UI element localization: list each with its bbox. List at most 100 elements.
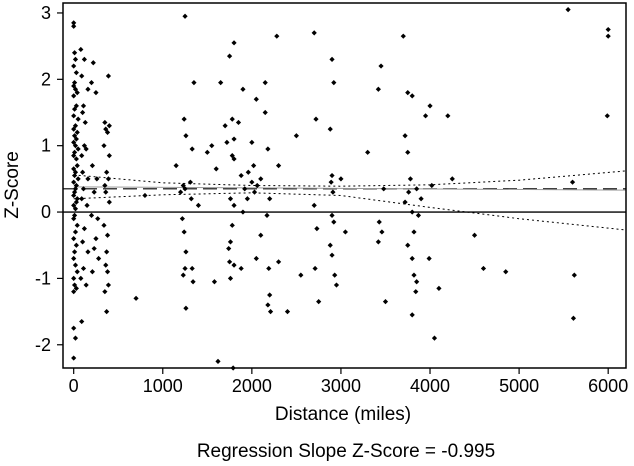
data-point <box>71 249 78 255</box>
data-point <box>379 229 385 235</box>
data-point <box>179 216 185 222</box>
data-point <box>265 302 271 308</box>
data-point <box>227 239 234 245</box>
data-point <box>258 232 264 238</box>
x-tick-label: 0 <box>69 376 79 396</box>
data-point <box>240 209 246 215</box>
data-point <box>222 123 228 129</box>
data-point <box>71 172 78 179</box>
data-point <box>106 123 112 129</box>
data-point <box>226 245 232 252</box>
data-point <box>429 182 435 189</box>
data-point <box>79 318 85 325</box>
data-point <box>445 113 451 119</box>
data-point <box>376 219 382 225</box>
data-point <box>83 282 89 288</box>
data-point <box>231 136 237 142</box>
data-point <box>104 129 111 136</box>
data-point <box>570 315 577 321</box>
data-point <box>102 182 108 189</box>
data-point <box>71 355 77 361</box>
data-point <box>316 299 322 305</box>
data-point <box>605 26 611 33</box>
data-point <box>411 272 417 278</box>
data-point <box>227 196 234 202</box>
data-point <box>405 89 411 96</box>
data-point <box>101 222 107 228</box>
data-point <box>240 86 246 92</box>
data-point <box>328 179 334 185</box>
data-point <box>311 202 317 209</box>
x-tick-label: 5000 <box>499 376 539 396</box>
data-point <box>72 206 79 212</box>
data-point <box>503 269 509 275</box>
data-point <box>105 176 112 182</box>
data-point <box>188 196 194 202</box>
data-point <box>402 133 408 139</box>
data-point <box>245 169 251 175</box>
data-point <box>242 186 248 192</box>
data-point <box>73 242 79 248</box>
data-point <box>80 265 87 272</box>
data-point <box>311 30 317 36</box>
data-point <box>406 189 412 195</box>
data-point <box>93 89 99 96</box>
data-point <box>405 149 411 155</box>
data-point <box>191 80 197 86</box>
data-point <box>189 146 195 152</box>
data-point <box>251 189 258 195</box>
data-point <box>471 232 478 238</box>
data-point <box>314 226 320 232</box>
data-point <box>74 162 80 169</box>
data-point <box>80 186 87 192</box>
data-point <box>238 265 244 272</box>
data-point <box>106 199 112 205</box>
x-tick-label: 1000 <box>143 376 183 396</box>
data-point <box>284 308 291 315</box>
y-tick-label: -1 <box>35 268 51 288</box>
data-point <box>274 33 280 39</box>
data-point <box>74 89 80 96</box>
data-point <box>90 60 96 66</box>
data-point <box>83 146 89 152</box>
data-point <box>73 156 79 162</box>
data-point <box>238 172 244 179</box>
data-point <box>266 265 272 272</box>
data-point <box>267 308 274 315</box>
data-point <box>79 153 85 159</box>
data-point <box>104 269 111 275</box>
data-point <box>253 96 259 102</box>
data-point <box>142 192 148 199</box>
data-point <box>227 275 234 282</box>
data-point <box>365 149 371 155</box>
data-point <box>378 63 384 69</box>
data-point <box>71 235 77 242</box>
data-point <box>181 229 187 235</box>
data-point <box>95 216 101 222</box>
data-point <box>231 202 237 209</box>
data-point <box>82 119 88 126</box>
data-point <box>73 285 79 291</box>
data-point <box>249 179 255 185</box>
data-point <box>104 169 110 175</box>
y-tick-label: -2 <box>35 335 51 355</box>
data-point <box>332 272 338 278</box>
data-point <box>103 262 109 268</box>
data-point <box>431 335 438 341</box>
data-point <box>418 196 424 202</box>
data-point <box>275 259 282 265</box>
data-point <box>72 56 79 63</box>
data-point <box>571 272 577 278</box>
data-point <box>71 192 77 199</box>
data-point <box>413 289 419 295</box>
data-point <box>422 113 429 119</box>
y-tick-label: 3 <box>41 3 51 23</box>
data-point <box>71 20 77 26</box>
y-tick-label: 2 <box>41 69 51 89</box>
data-point <box>84 202 90 209</box>
data-point <box>409 209 415 215</box>
data-point <box>231 156 237 162</box>
data-point <box>427 103 433 109</box>
data-point <box>382 299 389 305</box>
data-point <box>71 282 78 288</box>
